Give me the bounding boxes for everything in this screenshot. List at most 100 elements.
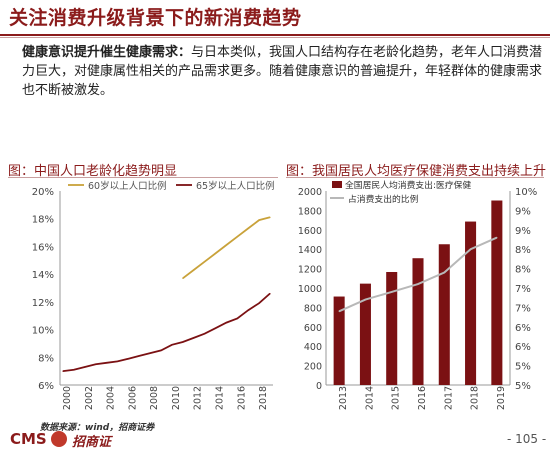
share-point [338, 310, 340, 312]
data-point [84, 366, 86, 368]
intro-paragraph: 健康意识提升催生健康需求：与日本类似，我国人口结构存在老龄化趋势，老年人口消费潜… [22, 43, 544, 100]
x-tick-label: 2004 [106, 386, 117, 410]
right-y-tick-label: 8% [515, 245, 531, 256]
data-point [258, 219, 260, 221]
left-y-tick-label: 600 [304, 323, 322, 334]
x-tick-label: 2010 [171, 386, 182, 410]
x-tick-label: 2013 [338, 386, 349, 410]
data-point [171, 344, 173, 346]
right-y-tick-label: 8% [515, 265, 531, 276]
x-tick-label: 2016 [417, 386, 428, 410]
y-tick-label: 20% [32, 187, 54, 198]
data-point [214, 327, 217, 329]
right-y-tick-label: 7% [515, 284, 531, 295]
bar [465, 221, 477, 385]
brand-logo: CMS 招商证券 [10, 428, 120, 449]
bar [412, 258, 424, 385]
data-point [116, 360, 119, 363]
right-y-tick-label: 9% [515, 226, 531, 237]
legend-label: 65岁以上人口比例 [196, 180, 275, 192]
data-point [225, 244, 228, 246]
data-point [193, 337, 195, 339]
title-rule [0, 34, 550, 36]
x-tick-label: 2000 [62, 386, 73, 410]
legend-label-bar: 全国居民人均消费支出:医疗保健 [345, 179, 471, 191]
data-point [214, 252, 217, 254]
y-tick-label: 6% [38, 381, 54, 392]
right-y-tick-label: 6% [515, 342, 531, 353]
right-y-tick-label: 5% [515, 381, 531, 392]
data-point [182, 341, 184, 343]
left-y-tick-label: 1800 [298, 206, 322, 217]
intro-lead: 健康意识提升催生健康需求： [22, 45, 192, 60]
bar [386, 271, 398, 385]
left-y-tick-label: 1400 [298, 245, 322, 256]
data-point [269, 292, 271, 295]
logo-text: CMS [10, 430, 47, 448]
page-number: - 105 - [507, 432, 547, 446]
y-tick-label: 14% [32, 270, 54, 281]
data-point [236, 317, 238, 320]
right-chart-rule [286, 177, 544, 178]
data-point [160, 349, 162, 351]
data-point [95, 363, 97, 365]
right-y-tick-label: 6% [515, 323, 531, 334]
data-point [236, 236, 238, 238]
left-y-tick-label: 2000 [298, 187, 322, 198]
logo-cn: 招商证券 [72, 435, 112, 449]
series-line-0 [182, 216, 271, 280]
y-tick-label: 10% [32, 326, 54, 337]
data-point [247, 227, 249, 230]
data-point [138, 355, 140, 357]
left-y-tick-label: 1200 [298, 265, 322, 276]
healthcare-bar-chart: 0 200 400 600 800 1000 1200 1400 1600 1800 2000 5% 5… [298, 179, 537, 410]
right-y-tick-label: 7% [515, 303, 531, 314]
bar [359, 283, 371, 385]
legend-label-line: 占消费支出的比例 [348, 193, 419, 205]
left-y-tick-label: 0 [316, 381, 322, 392]
bar [438, 244, 450, 385]
left-chart-rule [8, 177, 278, 178]
data-point [182, 277, 184, 279]
data-point [73, 369, 75, 371]
data-point [149, 352, 151, 354]
x-tick-label: 2008 [149, 386, 160, 410]
y-tick-label: 18% [32, 215, 54, 226]
share-point [391, 291, 393, 293]
x-tick-label: 2014 [215, 386, 226, 410]
right-y-tick-label: 9% [515, 206, 531, 217]
data-point [225, 322, 228, 324]
x-tick-label: 2017 [443, 386, 454, 410]
x-tick-label: 2002 [84, 386, 95, 410]
aging-line-chart: 6% 8% 10% 12% 14% 16% 18% 20% 2000 2002 2004 2006 20… [32, 180, 275, 410]
data-source: 数据来源：wind，招商证券 [40, 423, 155, 433]
legend-swatch-bar [332, 181, 342, 188]
left-chart-title: 图：中国人口老龄化趋势明显 [8, 164, 178, 179]
y-tick-label: 12% [32, 298, 54, 309]
x-tick-label: 2019 [496, 386, 507, 410]
x-tick-label: 2018 [470, 386, 481, 410]
data-point [269, 216, 271, 218]
left-y-tick-label: 1600 [298, 226, 322, 237]
page-title: 关注消费升级背景下的新消费趋势 [9, 7, 302, 29]
x-tick-label: 2018 [258, 386, 269, 410]
y-tick-label: 16% [32, 242, 54, 253]
data-point [105, 362, 108, 364]
x-tick-label: 2012 [193, 386, 204, 410]
data-point [193, 269, 195, 271]
bar [333, 296, 345, 385]
title-rule-thin [0, 37, 550, 38]
data-point [62, 370, 64, 372]
share-point [469, 248, 472, 250]
share-point [364, 299, 367, 301]
intro-body: 与日本类似，我国人口结构存在老龄化趋势，老年人口消费潜力巨大，对健康属性相关的产… [22, 45, 543, 98]
x-tick-label: 2016 [236, 386, 247, 410]
legend-label: 60岁以上人口比例 [88, 180, 167, 192]
right-y-tick-label: 10% [515, 187, 537, 198]
data-point [258, 302, 260, 304]
x-tick-label: 2014 [364, 386, 375, 410]
left-y-tick-label: 800 [304, 303, 322, 314]
right-y-tick-label: 5% [515, 362, 531, 373]
share-point [443, 271, 445, 274]
bar [491, 200, 503, 385]
